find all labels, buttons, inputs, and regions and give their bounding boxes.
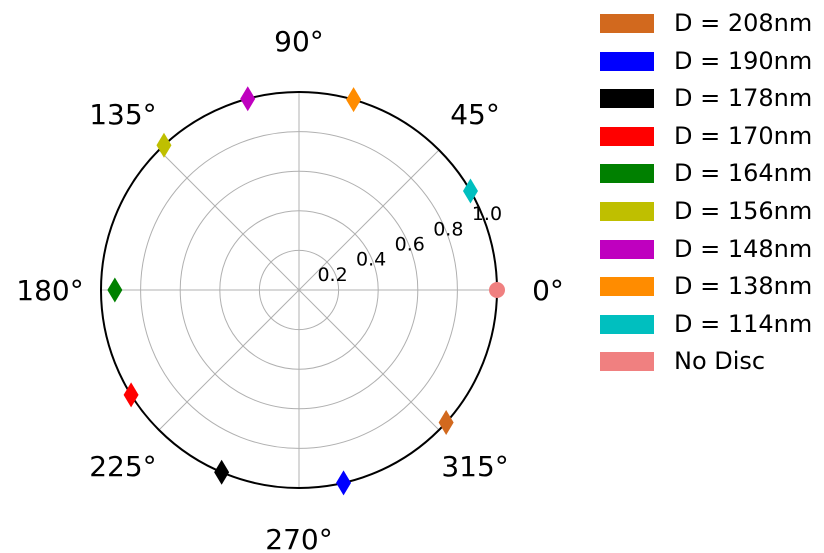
- legend-swatch: [600, 89, 654, 109]
- legend-label: D = 164nm: [674, 159, 813, 188]
- data-point: [214, 459, 230, 485]
- data-point: [123, 382, 139, 408]
- angle-tick-label: 0°: [532, 274, 564, 307]
- radial-tick-label: 0.2: [317, 264, 347, 286]
- data-point: [489, 282, 505, 298]
- data-point: [240, 86, 256, 112]
- legend-swatch: [600, 314, 654, 334]
- data-points: [107, 86, 505, 496]
- legend-swatch: [600, 352, 654, 372]
- angular-grid-line: [298, 289, 440, 431]
- data-point: [107, 277, 123, 303]
- radial-tick-label: 0.6: [395, 234, 425, 256]
- legend-swatch: [600, 239, 654, 259]
- angle-tick-label: 225°: [89, 450, 156, 483]
- data-point: [438, 409, 454, 435]
- angular-grid-line: [158, 149, 300, 291]
- data-point: [156, 132, 172, 158]
- legend-label: D = 148nm: [674, 234, 813, 263]
- data-point: [346, 87, 362, 113]
- legend-label: D = 170nm: [674, 121, 813, 150]
- angle-tick-label: 180°: [16, 274, 83, 307]
- tick-labels: 0.2 0.4 0.6 0.8 1.0 0° 45° 90° 135° 180° 225° 270° 3…: [16, 25, 564, 553]
- data-point: [462, 178, 478, 204]
- angle-tick-label: 45°: [450, 98, 500, 131]
- angle-tick-label: 135°: [89, 98, 156, 131]
- legend-swatch: [600, 164, 654, 184]
- legend-label: D = 190nm: [674, 46, 813, 75]
- radial-tick-label: 1.0: [472, 203, 502, 225]
- legend-label: D = 138nm: [674, 272, 813, 301]
- angle-tick-label: 90°: [274, 25, 324, 58]
- legend-swatch: [600, 51, 654, 71]
- legend-label: No Disc: [674, 347, 766, 376]
- angular-grid-line: [158, 289, 300, 431]
- legend-swatch: [600, 126, 654, 146]
- legend-label: D = 208nm: [674, 9, 813, 37]
- legend-label: D = 114nm: [674, 309, 813, 338]
- legend-swatch: [600, 277, 654, 297]
- radial-tick-label: 0.4: [356, 249, 386, 271]
- legend-label: D = 178nm: [674, 84, 813, 113]
- legend-label: D = 156nm: [674, 196, 813, 225]
- radial-tick-label: 0.8: [433, 218, 463, 240]
- legend-swatch: [600, 201, 654, 221]
- data-point: [336, 470, 352, 496]
- angular-grid-line: [298, 149, 440, 291]
- legend-swatch: [600, 14, 654, 33]
- angle-tick-label: 270°: [265, 523, 332, 553]
- angle-tick-label: 315°: [441, 450, 508, 483]
